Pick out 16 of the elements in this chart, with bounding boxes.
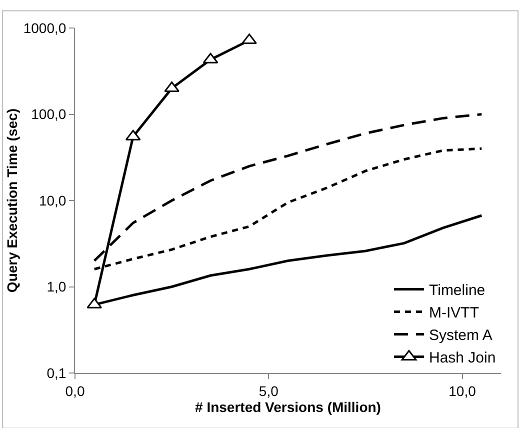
legend-label: M-IVTT (429, 304, 479, 322)
point (164, 82, 180, 92)
y-tick-label: 0,1 (46, 364, 66, 381)
x-tick-label: 0,0 (65, 382, 85, 399)
y-tick-label: 100,0 (31, 106, 66, 122)
y-tick-label: 1,0 (46, 278, 66, 295)
y-axis-title: Query Execution Time (sec) (4, 108, 20, 293)
x-axis-title: # Inserted Versions (Million) (195, 398, 381, 415)
legend-label: Hash Join (429, 350, 496, 367)
y-tick-label: 10,0 (38, 192, 66, 208)
point (242, 34, 257, 44)
legend-label: System A (429, 327, 492, 344)
x-tick-label: 5,0 (258, 382, 279, 399)
x-tick-label: 10,0 (448, 382, 476, 399)
legend-label: Timeline (429, 282, 486, 300)
y-tick-label: 1000,0 (23, 20, 66, 36)
